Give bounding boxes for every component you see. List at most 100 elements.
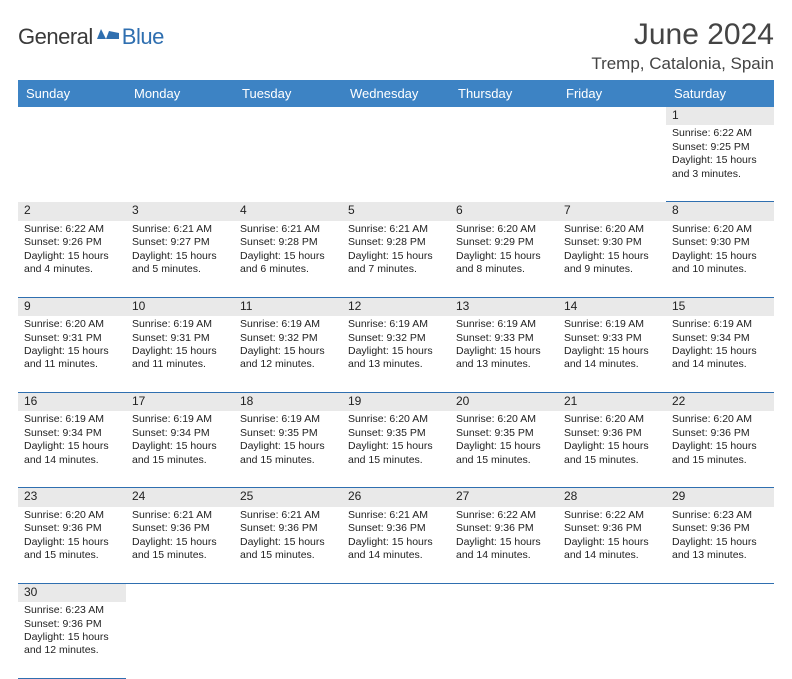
sunset-text: Sunset: 9:36 PM <box>348 522 444 535</box>
day-header: Saturday <box>666 80 774 107</box>
empty-cell <box>450 602 558 678</box>
empty-cell <box>342 125 450 201</box>
daylight-text: Daylight: 15 hours <box>132 250 228 263</box>
day-cell: Sunrise: 6:19 AMSunset: 9:33 PMDaylight:… <box>558 316 666 392</box>
week-body-row: Sunrise: 6:20 AMSunset: 9:36 PMDaylight:… <box>18 507 774 583</box>
day-cell: Sunrise: 6:20 AMSunset: 9:30 PMDaylight:… <box>666 221 774 297</box>
sunset-text: Sunset: 9:36 PM <box>672 427 768 440</box>
sunrise-text: Sunrise: 6:19 AM <box>24 413 120 426</box>
week-body-row: Sunrise: 6:23 AMSunset: 9:36 PMDaylight:… <box>18 602 774 678</box>
brand-part1: General <box>18 24 93 50</box>
day-number: 14 <box>564 299 660 314</box>
day-cell: Sunrise: 6:22 AMSunset: 9:26 PMDaylight:… <box>18 221 126 297</box>
daylight-text: Daylight: 15 hours <box>564 250 660 263</box>
day-number: 12 <box>348 299 444 314</box>
daylight-text: and 15 minutes. <box>132 454 228 467</box>
sunset-text: Sunset: 9:31 PM <box>132 332 228 345</box>
sunrise-text: Sunrise: 6:19 AM <box>132 318 228 331</box>
day-cell: Sunrise: 6:21 AMSunset: 9:27 PMDaylight:… <box>126 221 234 297</box>
daylight-text: Daylight: 15 hours <box>456 536 552 549</box>
days-of-week-row: SundayMondayTuesdayWednesdayThursdayFrid… <box>18 80 774 107</box>
empty-cell <box>234 107 342 125</box>
sunset-text: Sunset: 9:31 PM <box>24 332 120 345</box>
calendar-body: 1Sunrise: 6:22 AMSunset: 9:25 PMDaylight… <box>18 107 774 679</box>
daylight-text: Daylight: 15 hours <box>348 250 444 263</box>
day-number: 2 <box>24 203 120 218</box>
empty-cell <box>558 107 666 125</box>
day-number: 9 <box>24 299 120 314</box>
day-cell: Sunrise: 6:20 AMSunset: 9:35 PMDaylight:… <box>342 411 450 487</box>
sunset-text: Sunset: 9:30 PM <box>672 236 768 249</box>
day-number: 20 <box>456 394 552 409</box>
sunset-text: Sunset: 9:36 PM <box>24 618 120 631</box>
day-number: 16 <box>24 394 120 409</box>
daylight-text: Daylight: 15 hours <box>672 440 768 453</box>
empty-cell <box>558 602 666 678</box>
empty-cell <box>558 125 666 201</box>
day-number-cell: 15 <box>666 298 774 316</box>
title-block: June 2024 Tremp, Catalonia, Spain <box>591 18 774 74</box>
day-number-cell: 23 <box>18 488 126 506</box>
daylight-text: and 13 minutes. <box>672 549 768 562</box>
day-number: 25 <box>240 489 336 504</box>
day-number-cell: 10 <box>126 298 234 316</box>
daylight-text: and 11 minutes. <box>24 358 120 371</box>
sunrise-text: Sunrise: 6:22 AM <box>24 223 120 236</box>
daylight-text: and 15 minutes. <box>564 454 660 467</box>
day-number: 19 <box>348 394 444 409</box>
empty-cell <box>126 125 234 201</box>
day-cell: Sunrise: 6:19 AMSunset: 9:33 PMDaylight:… <box>450 316 558 392</box>
daylight-text: Daylight: 15 hours <box>348 345 444 358</box>
sunset-text: Sunset: 9:33 PM <box>564 332 660 345</box>
header-bar: General Blue June 2024 Tremp, Catalonia,… <box>18 18 774 74</box>
day-number-cell: 18 <box>234 393 342 411</box>
day-number-cell: 2 <box>18 202 126 220</box>
daylight-text: and 15 minutes. <box>348 454 444 467</box>
day-cell: Sunrise: 6:22 AMSunset: 9:36 PMDaylight:… <box>450 507 558 583</box>
daylight-text: and 15 minutes. <box>132 549 228 562</box>
day-number: 17 <box>132 394 228 409</box>
empty-cell <box>18 125 126 201</box>
empty-cell <box>18 107 126 125</box>
sunset-text: Sunset: 9:35 PM <box>348 427 444 440</box>
sunrise-text: Sunrise: 6:19 AM <box>348 318 444 331</box>
sunset-text: Sunset: 9:26 PM <box>24 236 120 249</box>
sunrise-text: Sunrise: 6:19 AM <box>240 413 336 426</box>
calendar-table: SundayMondayTuesdayWednesdayThursdayFrid… <box>18 80 774 679</box>
day-number: 30 <box>24 585 120 600</box>
day-number-cell: 13 <box>450 298 558 316</box>
day-number-cell: 25 <box>234 488 342 506</box>
day-number-cell: 14 <box>558 298 666 316</box>
sunset-text: Sunset: 9:33 PM <box>456 332 552 345</box>
sunrise-text: Sunrise: 6:22 AM <box>456 509 552 522</box>
sunrise-text: Sunrise: 6:19 AM <box>132 413 228 426</box>
sunrise-text: Sunrise: 6:20 AM <box>456 413 552 426</box>
day-number: 13 <box>456 299 552 314</box>
sunset-text: Sunset: 9:29 PM <box>456 236 552 249</box>
month-title: June 2024 <box>591 18 774 52</box>
day-number: 4 <box>240 203 336 218</box>
day-cell: Sunrise: 6:20 AMSunset: 9:36 PMDaylight:… <box>558 411 666 487</box>
daylight-text: Daylight: 15 hours <box>24 440 120 453</box>
brand-logo: General Blue <box>18 24 164 50</box>
day-cell: Sunrise: 6:23 AMSunset: 9:36 PMDaylight:… <box>18 602 126 678</box>
day-number-cell: 27 <box>450 488 558 506</box>
daylight-text: and 15 minutes. <box>456 454 552 467</box>
week-daynum-row: 30 <box>18 584 774 602</box>
sunset-text: Sunset: 9:27 PM <box>132 236 228 249</box>
day-number-cell: 28 <box>558 488 666 506</box>
sunrise-text: Sunrise: 6:23 AM <box>672 509 768 522</box>
sunrise-text: Sunrise: 6:23 AM <box>24 604 120 617</box>
day-cell: Sunrise: 6:21 AMSunset: 9:36 PMDaylight:… <box>126 507 234 583</box>
day-number-cell: 7 <box>558 202 666 220</box>
week-body-row: Sunrise: 6:19 AMSunset: 9:34 PMDaylight:… <box>18 411 774 487</box>
day-number-cell: 19 <box>342 393 450 411</box>
daylight-text: Daylight: 15 hours <box>564 536 660 549</box>
day-header: Sunday <box>18 80 126 107</box>
day-number: 27 <box>456 489 552 504</box>
daylight-text: and 7 minutes. <box>348 263 444 276</box>
day-cell: Sunrise: 6:22 AMSunset: 9:25 PMDaylight:… <box>666 125 774 201</box>
week-daynum-row: 23242526272829 <box>18 488 774 506</box>
day-number-cell: 20 <box>450 393 558 411</box>
sunrise-text: Sunrise: 6:21 AM <box>348 223 444 236</box>
